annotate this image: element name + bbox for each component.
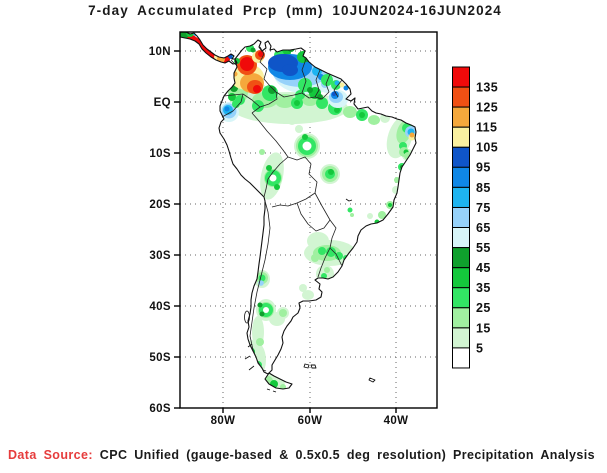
data-source-text: CPC Unified (gauge-based & 0.5x0.5 deg r… [99,448,595,462]
legend-swatch [452,66,470,88]
legend-swatch [452,327,470,349]
legend-label: 5 [476,341,483,355]
legend-swatch [452,347,470,369]
legend-label: 45 [476,261,491,275]
longitude-axis: 80W 60W 40W [211,415,409,427]
legend-label: 35 [476,281,491,295]
legend-label: 85 [476,181,491,195]
country-borders [221,46,343,372]
lat-label: 20S [149,199,171,211]
legend-label: 25 [476,301,491,315]
legend-label: 125 [476,101,498,115]
precip-map-figure: 10N EQ 10S 20S 30S 40S 50S 60S 80W 60W 4… [149,31,498,427]
legend-swatch [452,186,470,208]
lat-label: 50S [149,352,171,364]
legend-swatch [452,126,470,148]
lat-label: 40S [149,301,171,313]
legend-swatch [452,86,470,108]
coastline [179,31,417,393]
legend-swatch [452,267,470,289]
data-source-label: Data Source: [8,448,93,462]
legend-label: 75 [476,201,491,215]
lat-label: EQ [154,97,171,109]
lat-label: 10N [149,46,171,58]
map-frame [179,31,438,409]
page-title: 7-day Accumulated Prcp (mm) 10JUN2024-16… [88,3,502,18]
legend-swatch [452,227,470,249]
legend-label: 95 [476,161,491,175]
legend-label: 65 [476,221,491,235]
legend-label: 15 [476,321,491,335]
latitude-axis: 10N EQ 10S 20S 30S 40S 50S 60S [149,46,171,415]
color-legend: 135 125 115 105 95 85 75 65 55 45 35 25 … [452,66,498,369]
legend-swatch [452,247,470,269]
lat-label: 10S [149,148,171,160]
data-source-line: Data Source: CPC Unified (gauge-based & … [8,448,603,462]
lat-label: 60S [149,403,171,415]
legend-swatch [452,166,470,188]
lon-label: 40W [384,415,409,427]
legend-label: 55 [476,241,491,255]
legend-label: 105 [476,141,498,155]
legend-swatch [452,307,470,329]
axis-ticks [174,50,397,413]
legend-swatch [452,106,470,128]
legend-label: 135 [476,81,498,95]
legend-swatch [452,207,470,229]
lat-label: 30S [149,250,171,262]
lon-label: 80W [211,415,236,427]
legend-label: 115 [476,121,497,135]
legend-swatch [452,287,470,309]
legend-swatch [452,146,470,168]
lon-label: 60W [298,415,323,427]
